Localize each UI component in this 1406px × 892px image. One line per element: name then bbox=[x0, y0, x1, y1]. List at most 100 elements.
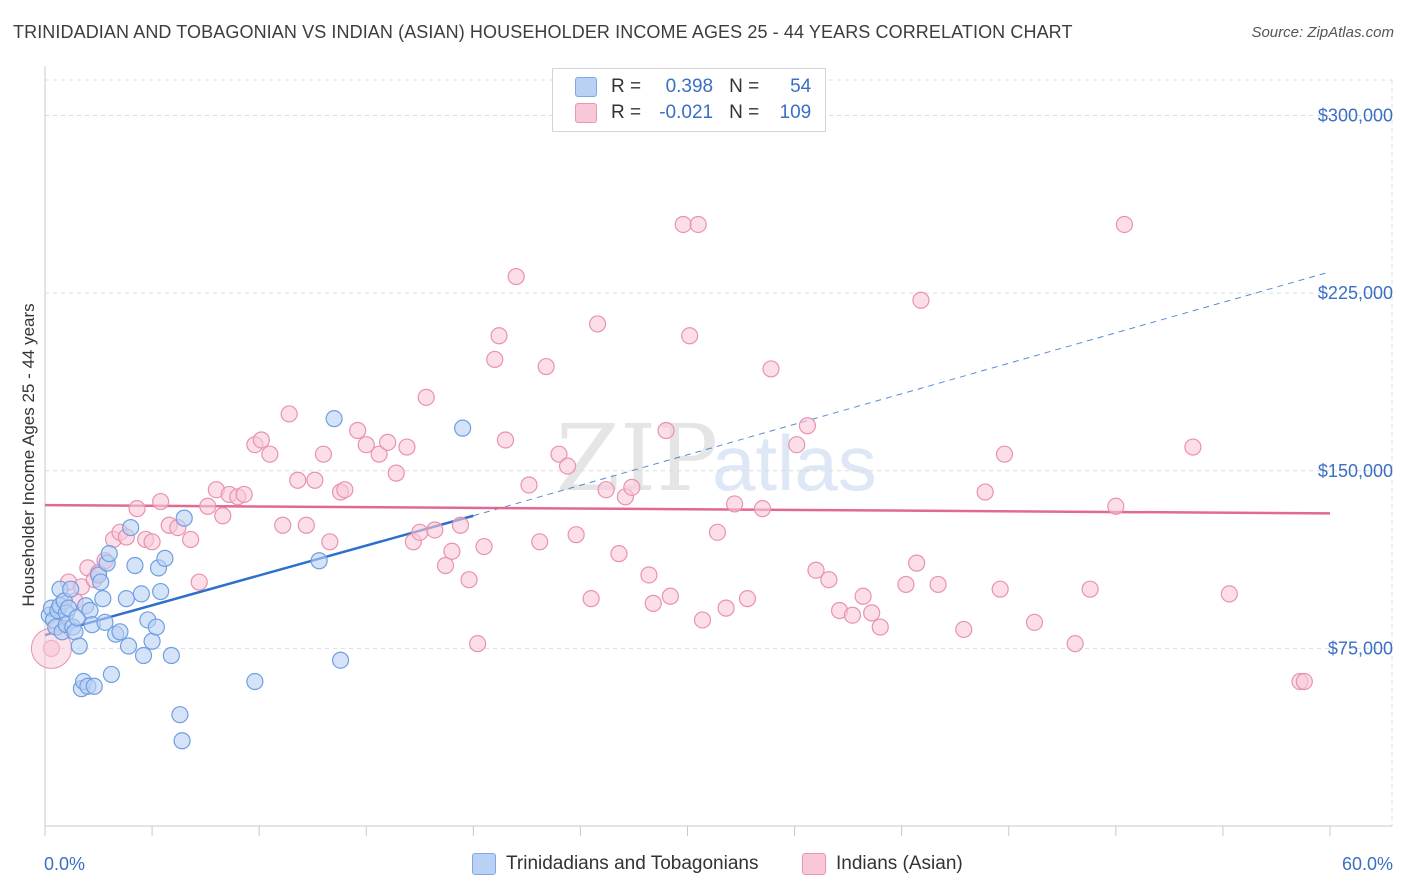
trinidadian-point bbox=[454, 419, 472, 437]
indian-asian-point bbox=[1184, 438, 1202, 456]
indian-asian-point bbox=[357, 436, 375, 454]
indian-asian-point bbox=[991, 580, 1009, 598]
indian-asian-point bbox=[252, 431, 270, 449]
indian-asian-point bbox=[912, 291, 930, 309]
indian-asian-point bbox=[788, 436, 806, 454]
indian-asian-point bbox=[854, 587, 872, 605]
bottom-legend-indian[interactable]: Indians (Asian) bbox=[802, 850, 963, 878]
trinidadian-point bbox=[62, 580, 80, 598]
trinidadian-point bbox=[122, 518, 140, 537]
indian-asian-point bbox=[280, 405, 298, 423]
indian-asian-point bbox=[426, 521, 444, 539]
indian-asian-point bbox=[460, 571, 478, 589]
legend-r-value: 0.398 bbox=[665, 76, 714, 97]
indian-asian-point bbox=[490, 327, 508, 345]
source-note: Source: ZipAtlas.com bbox=[1251, 24, 1394, 41]
indian-asian-point bbox=[753, 500, 772, 518]
trinidadian-points bbox=[40, 410, 472, 750]
y-tick-label: $225,000 bbox=[1318, 283, 1393, 303]
zipatlas-watermark: ZIP atlas bbox=[556, 405, 877, 512]
indian-asian-point bbox=[370, 445, 388, 463]
indian-asian-point bbox=[289, 471, 307, 489]
trinidadian-point bbox=[111, 623, 129, 641]
indian-asian-point bbox=[567, 526, 585, 544]
trinidadian-point bbox=[246, 672, 264, 691]
trinidadian-point bbox=[126, 556, 144, 575]
indian-asian-point bbox=[897, 575, 915, 594]
indian-asian-point bbox=[1115, 215, 1134, 234]
chart-title: TRINIDADIAN AND TOBAGONIAN VS INDIAN (AS… bbox=[13, 22, 1073, 42]
y-axis-label: Householder Income Ages 25 - 44 years bbox=[19, 303, 38, 606]
trinidadian-point bbox=[70, 637, 88, 655]
trinidadian-point bbox=[81, 601, 99, 620]
legend-r-label: R = bbox=[611, 102, 642, 123]
y-tick-label: $150,000 bbox=[1318, 461, 1393, 481]
indian-asian-point bbox=[261, 445, 279, 463]
indian-asian-point bbox=[708, 523, 727, 541]
indian-asian-point bbox=[387, 464, 405, 482]
indian-asian-point bbox=[443, 542, 461, 560]
trinidadian-point bbox=[96, 613, 114, 631]
indian-asian-point bbox=[496, 431, 515, 449]
indian-asian-point bbox=[537, 357, 555, 376]
indian-asian-point bbox=[469, 635, 487, 653]
indian-asian-point bbox=[689, 215, 707, 234]
trinidadian-point bbox=[68, 608, 86, 627]
tick-labels: $75,000 $150,000 $225,000 $300,000 0.0% 60.0% bbox=[44, 106, 1393, 874]
indian-asian-points bbox=[30, 215, 1313, 691]
indian-asian-point bbox=[588, 315, 607, 333]
trinidadian-point bbox=[66, 623, 84, 641]
indian-asian-point bbox=[871, 618, 889, 636]
indian-asian-point bbox=[1081, 580, 1099, 598]
indian-asian-point bbox=[531, 533, 549, 551]
indian-asian-point bbox=[306, 471, 324, 489]
x-tick-label: 0.0% bbox=[44, 854, 85, 874]
legend-r-value: -0.021 bbox=[659, 102, 714, 123]
indian-asian-point bbox=[398, 438, 416, 456]
legend-n-label: N = bbox=[729, 102, 760, 123]
indian-asian-point bbox=[644, 594, 662, 612]
trinidadian-point bbox=[100, 545, 118, 563]
indian-asian-point bbox=[143, 533, 161, 551]
indian-asian-point bbox=[314, 445, 333, 463]
indian-asian-point bbox=[550, 445, 568, 463]
trinidadian-point bbox=[171, 706, 189, 724]
indian-asian-point bbox=[623, 478, 641, 496]
indian-asian-point bbox=[674, 215, 692, 234]
indian-asian-point bbox=[1025, 613, 1044, 631]
bottom-legend-label: Trinidadians and Tobagonians bbox=[506, 853, 759, 874]
legend-swatch-pink bbox=[575, 103, 597, 123]
trinidadian-trend-line bbox=[44, 514, 474, 637]
legend-n-label: N = bbox=[729, 76, 760, 97]
legend-n-value: 109 bbox=[779, 102, 812, 123]
indian-asian-point bbox=[321, 533, 339, 551]
bottom-legend-trinidadian[interactable]: Trinidadians and Tobagonians bbox=[472, 850, 758, 878]
indian-asian-point bbox=[955, 620, 973, 639]
indian-asian-point bbox=[190, 573, 208, 591]
indian-asian-point bbox=[807, 561, 825, 579]
legend-n-value: 54 bbox=[790, 76, 812, 97]
trinidadian-point bbox=[152, 582, 170, 601]
trinidadian-point bbox=[143, 632, 161, 650]
trinidadian-point bbox=[310, 552, 328, 570]
indian-asian-point bbox=[152, 492, 170, 511]
indian-asian-point bbox=[182, 530, 200, 549]
indian-asian-point bbox=[486, 350, 504, 369]
trinidadian-point bbox=[92, 573, 110, 591]
indian-asian-point bbox=[681, 327, 699, 345]
trinidadian-point bbox=[119, 637, 138, 655]
trinidadian-point bbox=[147, 618, 165, 636]
trinidadian-point bbox=[94, 590, 112, 608]
trinidadian-trend-extension bbox=[473, 271, 1331, 517]
axes bbox=[44, 66, 1392, 836]
indian-asian-point bbox=[738, 590, 757, 608]
indian-asian-point bbox=[610, 545, 628, 563]
watermark-atlas: atlas bbox=[712, 419, 877, 507]
indian-asian-point bbox=[693, 611, 712, 629]
indian-asian-point bbox=[411, 523, 429, 541]
indian-asian-point bbox=[235, 485, 253, 504]
indian-asian-point bbox=[717, 599, 735, 617]
legend-swatch-blue bbox=[575, 77, 597, 97]
trinidadian-point bbox=[134, 646, 153, 665]
